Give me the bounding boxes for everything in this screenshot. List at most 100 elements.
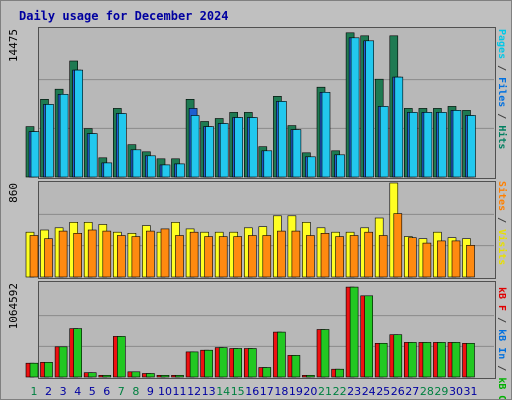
x-tick-label: 6 — [103, 385, 110, 398]
pages-bar — [132, 149, 142, 178]
sites-bar — [277, 230, 286, 278]
sites-bar — [393, 213, 403, 278]
sites-bar — [131, 236, 141, 278]
kbout-bar — [131, 371, 141, 378]
sites-bar — [218, 236, 228, 278]
sites-bar — [58, 230, 68, 278]
x-tick-label: 8 — [132, 385, 139, 398]
kbout-bar — [160, 374, 170, 378]
kbout-bar — [29, 362, 39, 378]
x-tick-label: 31 — [464, 385, 478, 398]
sites-bar — [407, 237, 417, 278]
top-legend-part: Pages — [496, 29, 507, 60]
x-tick-label: 10 — [158, 385, 172, 398]
chart-title: Daily usage for December 2024 — [19, 9, 229, 23]
pages-bar — [88, 133, 98, 178]
sites-bar — [262, 235, 272, 278]
kbout-bar — [364, 295, 374, 378]
pages-bar — [147, 155, 156, 178]
mid-legend-part: Sites — [496, 181, 507, 212]
kbout-bar — [320, 329, 330, 378]
kbout-bar — [349, 286, 359, 378]
x-tick-label: 5 — [89, 385, 96, 398]
kbout-bar — [58, 346, 68, 378]
sites-bar — [204, 236, 213, 278]
kbout-bar — [204, 349, 213, 378]
x-tick-label: 24 — [362, 385, 376, 398]
x-tick-label: 16 — [245, 385, 259, 398]
kbout-bar — [393, 334, 403, 378]
pages-bar — [219, 123, 229, 178]
kbout-bar — [87, 372, 97, 378]
x-tick-label: 2 — [45, 385, 52, 398]
pages-bar — [118, 113, 127, 178]
sites-bar — [87, 229, 97, 278]
pages-bar — [176, 163, 185, 178]
x-tick-label: 28 — [420, 385, 434, 398]
x-tick-label: 11 — [173, 385, 187, 398]
sites-bar — [451, 240, 461, 278]
top-legend-part: Files — [496, 77, 507, 108]
x-tick-label: 27 — [405, 385, 419, 398]
sites-bar — [146, 230, 155, 278]
pages-bar — [59, 94, 69, 178]
sites-bar — [175, 235, 184, 278]
x-tick-label: 26 — [391, 385, 405, 398]
kbout-bar — [73, 328, 82, 378]
pages-bar — [190, 115, 200, 178]
x-tick-label: 20 — [303, 385, 317, 398]
sites-bar — [233, 236, 242, 278]
x-tick-label: 30 — [449, 385, 463, 398]
x-tick-label: 29 — [434, 385, 448, 398]
sites-bar — [117, 235, 126, 278]
bot-legend-part: kB Out — [496, 377, 507, 400]
sites-bar — [160, 228, 170, 278]
mid-legend-part: / — [496, 211, 507, 230]
x-tick-label: 25 — [376, 385, 390, 398]
kbytes-legend: kB F / kB In / kB Out — [496, 287, 507, 400]
bot-legend-part: / — [496, 311, 507, 330]
x-tick-label: 3 — [60, 385, 67, 398]
sites-bar — [306, 235, 315, 278]
sites-bar — [291, 230, 301, 278]
kbout-bar — [306, 374, 315, 378]
kbout-bar — [44, 361, 53, 378]
kbout-bar — [175, 374, 184, 378]
sites-bar — [466, 245, 475, 278]
kbout-bar — [291, 355, 301, 378]
pages-bar — [278, 101, 287, 178]
sites-bar — [364, 231, 374, 278]
sites-bar — [437, 240, 446, 278]
pages-bar — [365, 40, 375, 178]
sites-bar — [102, 230, 112, 278]
x-tick-label: 9 — [147, 385, 154, 398]
sites-bar — [335, 236, 344, 278]
pages-bar — [321, 92, 331, 178]
x-tick-label: 23 — [347, 385, 361, 398]
pages-bar — [452, 110, 462, 178]
kbout-bar — [437, 342, 446, 378]
kbout-bar — [407, 342, 417, 378]
pages-bar — [45, 104, 54, 178]
hits-legend: Pages / Files / Hits — [496, 29, 507, 149]
sites-bar — [44, 238, 53, 278]
x-tick-label: 15 — [231, 385, 245, 398]
mid-legend-part: Visits — [496, 229, 507, 266]
kbout-bar — [378, 342, 388, 378]
bot-legend-part: kB F — [496, 287, 507, 312]
pages-bar — [234, 117, 243, 178]
x-tick-label: 19 — [289, 385, 303, 398]
kbout-bar — [335, 368, 344, 378]
x-tick-label: 12 — [187, 385, 201, 398]
sites-bar — [189, 231, 199, 278]
pages-bar — [30, 131, 40, 178]
sites-bar — [29, 235, 39, 278]
pages-bar — [307, 156, 316, 178]
pages-bar — [263, 150, 273, 178]
pages-bar — [350, 37, 360, 178]
kbout-bar — [277, 331, 286, 378]
x-tick-label: 7 — [118, 385, 125, 398]
top-legend-part: / — [496, 59, 507, 78]
x-tick-label: 21 — [318, 385, 332, 398]
